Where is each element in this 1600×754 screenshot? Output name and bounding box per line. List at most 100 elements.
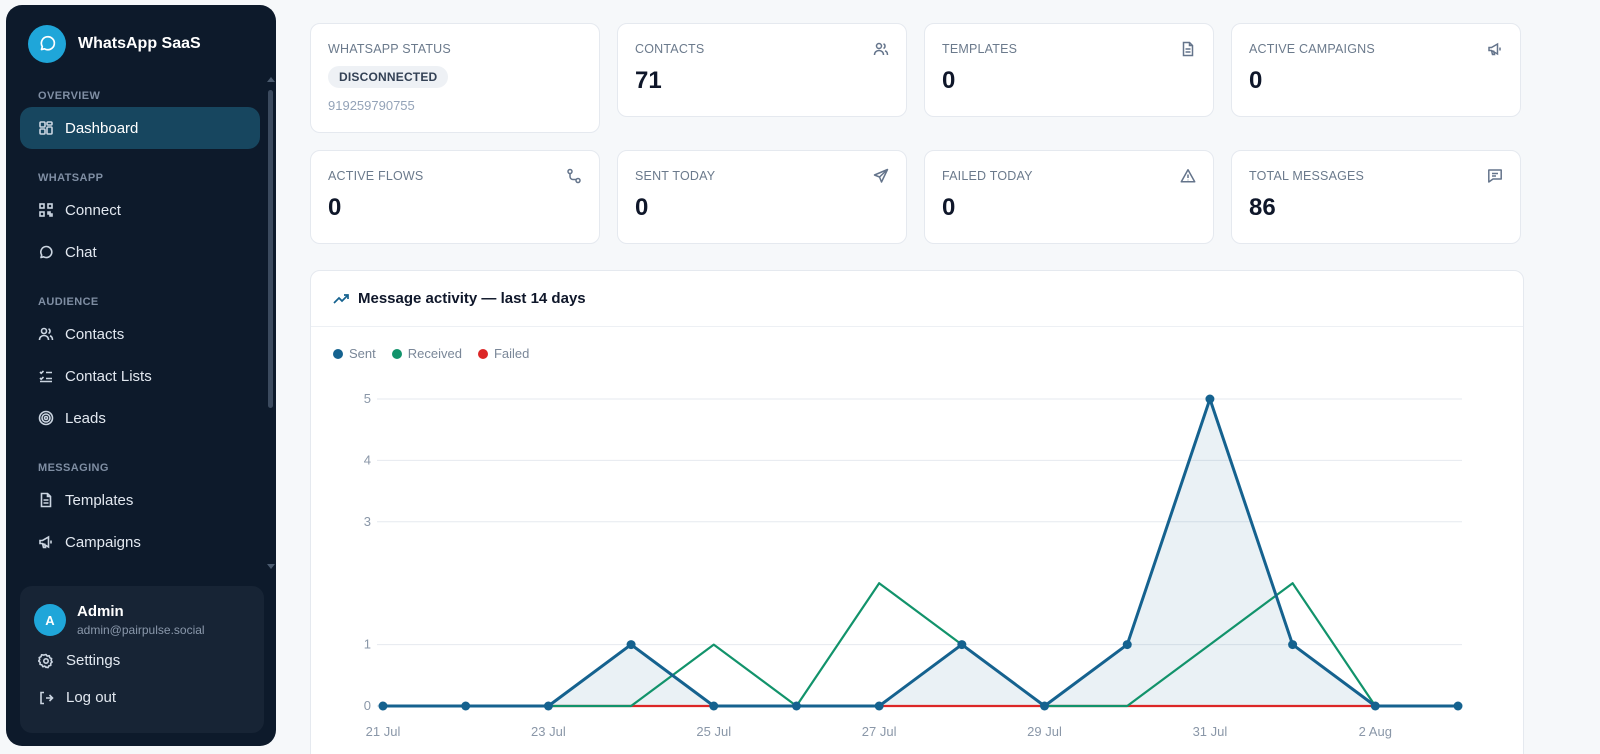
stat-label: ACTIVE FLOWS — [328, 169, 424, 183]
logout-label: Log out — [66, 689, 117, 706]
y-tick-label: 1 — [364, 637, 371, 652]
legend-dot-sent — [333, 348, 343, 359]
gear-icon — [38, 653, 53, 668]
document-icon — [40, 492, 52, 508]
legend-label: Received — [407, 346, 462, 361]
data-point-sent — [1288, 640, 1298, 650]
stat-label: CONTACTS — [635, 42, 705, 56]
y-tick-label: 5 — [364, 391, 371, 406]
section-label-messaging: MESSAGING — [38, 462, 109, 474]
x-tick-label: 25 Jul — [696, 724, 731, 739]
stat-value: 86 — [1249, 194, 1276, 221]
warning-icon — [1180, 169, 1196, 183]
settings-label: Settings — [66, 652, 121, 669]
data-point-sent — [461, 701, 471, 711]
data-point-sent — [874, 701, 884, 711]
active-campaigns-card[interactable]: ACTIVE CAMPAIGNS 0 — [1231, 23, 1521, 117]
x-tick-label: 27 Jul — [862, 724, 897, 739]
data-point-sent — [791, 701, 801, 711]
scroll-up-arrow-icon[interactable] — [267, 77, 275, 82]
megaphone-icon — [39, 535, 52, 549]
sidebar-nav: OVERVIEW Dashboard WHATSAPP Connect Chat… — [20, 85, 260, 563]
data-point-sent — [1040, 701, 1050, 711]
sent-today-card[interactable]: SENT TODAY 0 — [617, 150, 907, 244]
failed-today-card[interactable]: FAILED TODAY 0 — [924, 150, 1214, 244]
data-point-sent — [709, 701, 719, 711]
brand[interactable]: WhatsApp SaaS — [28, 25, 201, 63]
legend-dot-failed — [477, 348, 488, 359]
sidebar-item-leads[interactable]: Leads — [20, 397, 260, 439]
message-activity-chart: 0 1 3 4 5 21 Jul 23 Jul 25 Jul 27 Jul 29 Jul 31 Ju… — [364, 391, 1463, 739]
sidebar-item-label: Leads — [65, 409, 106, 427]
sidebar-item-label: Campaigns — [65, 533, 141, 551]
sidebar-scrollbar[interactable] — [268, 90, 273, 408]
stat-label: WHATSAPP STATUS — [328, 42, 451, 56]
x-tick-label: 29 Jul — [1027, 724, 1062, 739]
users-icon — [873, 42, 889, 56]
settings-link[interactable]: Settings — [38, 652, 120, 669]
section-label-audience: AUDIENCE — [38, 296, 99, 308]
scroll-down-arrow-icon[interactable] — [267, 564, 275, 569]
templates-card[interactable]: TEMPLATES 0 — [924, 23, 1214, 117]
sidebar: WhatsApp SaaS OVERVIEW Dashboard WHATSAP… — [6, 5, 276, 746]
megaphone-icon — [1488, 42, 1501, 56]
chat-bubble-icon — [40, 245, 53, 259]
legend-item-received[interactable]: Received — [391, 346, 462, 361]
sidebar-item-label: Connect — [65, 201, 121, 219]
data-point-sent — [1370, 701, 1380, 711]
sidebar-item-templates[interactable]: Templates — [20, 479, 260, 521]
x-tick-label: 2 Aug — [1359, 724, 1392, 739]
sidebar-item-chat[interactable]: Chat — [20, 231, 260, 273]
status-badge: DISCONNECTED — [328, 66, 449, 88]
message-activity-card: Message activity — last 14 days Sent Rec… — [310, 270, 1524, 754]
send-icon — [873, 168, 889, 183]
data-point-sent — [957, 640, 967, 650]
chat-bubble-logo-icon — [28, 25, 66, 63]
logout-link[interactable]: Log out — [38, 689, 116, 706]
message-square-icon — [1488, 169, 1502, 183]
x-tick-label: 21 Jul — [366, 724, 401, 739]
user-card: A Admin admin@pairpulse.social Settings … — [20, 586, 264, 733]
user-email: admin@pairpulse.social — [77, 623, 205, 637]
avatar[interactable]: A — [34, 604, 66, 636]
sidebar-item-label: Templates — [65, 491, 134, 509]
data-point-sent — [626, 640, 636, 650]
log-out-icon — [40, 691, 54, 704]
sidebar-item-contact-lists[interactable]: Contact Lists — [20, 355, 260, 397]
sidebar-item-contacts[interactable]: Contacts — [20, 313, 260, 355]
app-name: WhatsApp SaaS — [78, 35, 201, 52]
sidebar-item-connect[interactable]: Connect — [20, 189, 260, 231]
section-label-overview: OVERVIEW — [38, 90, 101, 102]
total-messages-card[interactable]: TOTAL MESSAGES 86 — [1231, 150, 1521, 244]
sidebar-item-campaigns[interactable]: Campaigns — [20, 521, 260, 563]
sidebar-item-label: Dashboard — [65, 119, 139, 137]
data-point-sent — [1453, 701, 1463, 711]
data-point-sent — [543, 701, 553, 711]
contacts-card[interactable]: CONTACTS 71 — [617, 23, 907, 117]
x-tick-label: 23 Jul — [531, 724, 566, 739]
data-point-sent — [378, 701, 388, 711]
chart-title: Message activity — last 14 days — [358, 290, 586, 307]
target-icon — [38, 410, 54, 426]
stat-value: 0 — [328, 194, 342, 221]
dashboard-icon — [39, 121, 53, 135]
data-point-sent — [1205, 394, 1215, 404]
sidebar-item-label: Contacts — [65, 325, 125, 343]
stat-value: 0 — [942, 67, 956, 94]
user-name: Admin — [77, 603, 124, 620]
users-icon — [38, 327, 54, 341]
whatsapp-status-card: WHATSAPP STATUS DISCONNECTED 91925979075… — [310, 23, 600, 133]
sidebar-item-dashboard[interactable]: Dashboard — [20, 107, 260, 149]
legend-item-sent[interactable]: Sent — [333, 346, 376, 361]
stat-label: FAILED TODAY — [942, 169, 1033, 183]
active-flows-card[interactable]: ACTIVE FLOWS 0 — [310, 150, 600, 244]
legend-item-failed[interactable]: Failed — [477, 346, 529, 361]
stat-value: 0 — [942, 194, 956, 221]
sent-area — [383, 399, 1458, 706]
chart-legend: Sent Received Failed — [333, 346, 529, 361]
phone-number: 919259790755 — [328, 98, 415, 113]
series-line-received — [383, 582, 1458, 708]
trending-up-icon — [333, 294, 349, 304]
y-tick-label: 0 — [364, 698, 371, 713]
legend-label: Sent — [349, 346, 376, 361]
